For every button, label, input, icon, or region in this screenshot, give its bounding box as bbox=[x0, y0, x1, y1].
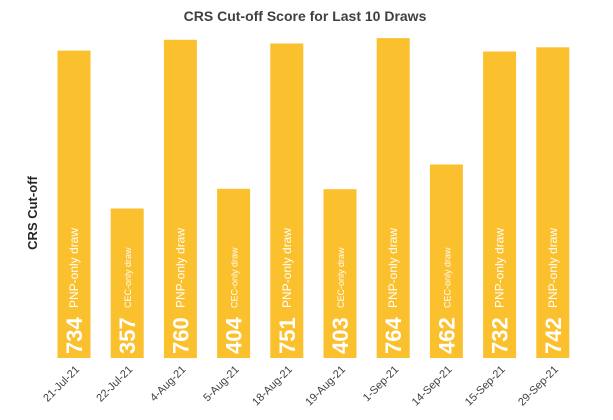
x-tick-label: 5-Aug-21 bbox=[201, 364, 241, 404]
bar-22-Jul-21 bbox=[110, 208, 144, 358]
x-tick-label: 29-Sep-21 bbox=[516, 364, 561, 409]
bar-value-label: 357 bbox=[115, 317, 140, 354]
bar-annotation: CEC-only draw bbox=[123, 247, 133, 308]
bar-value-label: 742 bbox=[541, 317, 566, 354]
bar-value-label: 734 bbox=[62, 317, 87, 354]
x-tick-labels: 21-Jul-21 22-Jul-21 4-Aug-21 5-Aug-21 18-Aug… bbox=[41, 364, 561, 409]
bar-annotation: CEC-only draw bbox=[336, 247, 346, 308]
bar-5-Aug-21 bbox=[217, 188, 251, 358]
x-tick-label: 15-Sep-21 bbox=[463, 364, 508, 409]
bar-annotation: CEC-only draw bbox=[230, 247, 240, 308]
bar-annotation: PNP-only draw bbox=[386, 228, 400, 308]
bar-value-label: 751 bbox=[275, 317, 300, 354]
x-tick-label: 19-Aug-21 bbox=[303, 364, 348, 409]
bar-21-Jul-21 bbox=[57, 50, 91, 358]
x-tick-label: 18-Aug-21 bbox=[250, 364, 295, 409]
bar-14-Sep-21 bbox=[429, 164, 463, 358]
chart-title: CRS Cut-off Score for Last 10 Draws bbox=[184, 8, 427, 24]
bar-value-label: 760 bbox=[168, 317, 193, 354]
bar-annotation: PNP-only draw bbox=[493, 228, 507, 308]
bars-group: 734 PNP-only draw 357 CEC-only draw 760 PNP-o… bbox=[57, 38, 570, 359]
x-tick-label: 1-Sep-21 bbox=[361, 364, 401, 404]
bar-annotation: PNP-only draw bbox=[280, 228, 294, 308]
bar-19-Aug-21 bbox=[323, 189, 357, 358]
bar-4-Aug-21 bbox=[163, 39, 197, 359]
y-axis-label: CRS Cut-off bbox=[25, 176, 40, 250]
bar-value-label: 462 bbox=[434, 317, 459, 354]
x-tick-label: 4-Aug-21 bbox=[148, 364, 188, 404]
bar-value-label: 404 bbox=[222, 317, 247, 354]
x-tick-label: 22-Jul-21 bbox=[94, 364, 135, 405]
bar-29-Sep-21 bbox=[536, 47, 570, 359]
bar-value-label: 403 bbox=[328, 317, 353, 354]
bar-annotation: PNP-only draw bbox=[546, 228, 560, 308]
bar-annotation: CEC-only draw bbox=[442, 247, 452, 308]
bar-value-label: 764 bbox=[381, 317, 406, 354]
x-tick-label: 21-Jul-21 bbox=[41, 364, 82, 405]
x-tick-label: 14-Sep-21 bbox=[410, 364, 455, 409]
bar-18-Aug-21 bbox=[270, 43, 304, 358]
bar-value-label: 732 bbox=[488, 317, 513, 354]
bar-annotation: PNP-only draw bbox=[173, 228, 187, 308]
bar-15-Sep-21 bbox=[483, 51, 517, 358]
bar-1-Sep-21 bbox=[376, 38, 410, 358]
bar-annotation: PNP-only draw bbox=[67, 228, 81, 308]
